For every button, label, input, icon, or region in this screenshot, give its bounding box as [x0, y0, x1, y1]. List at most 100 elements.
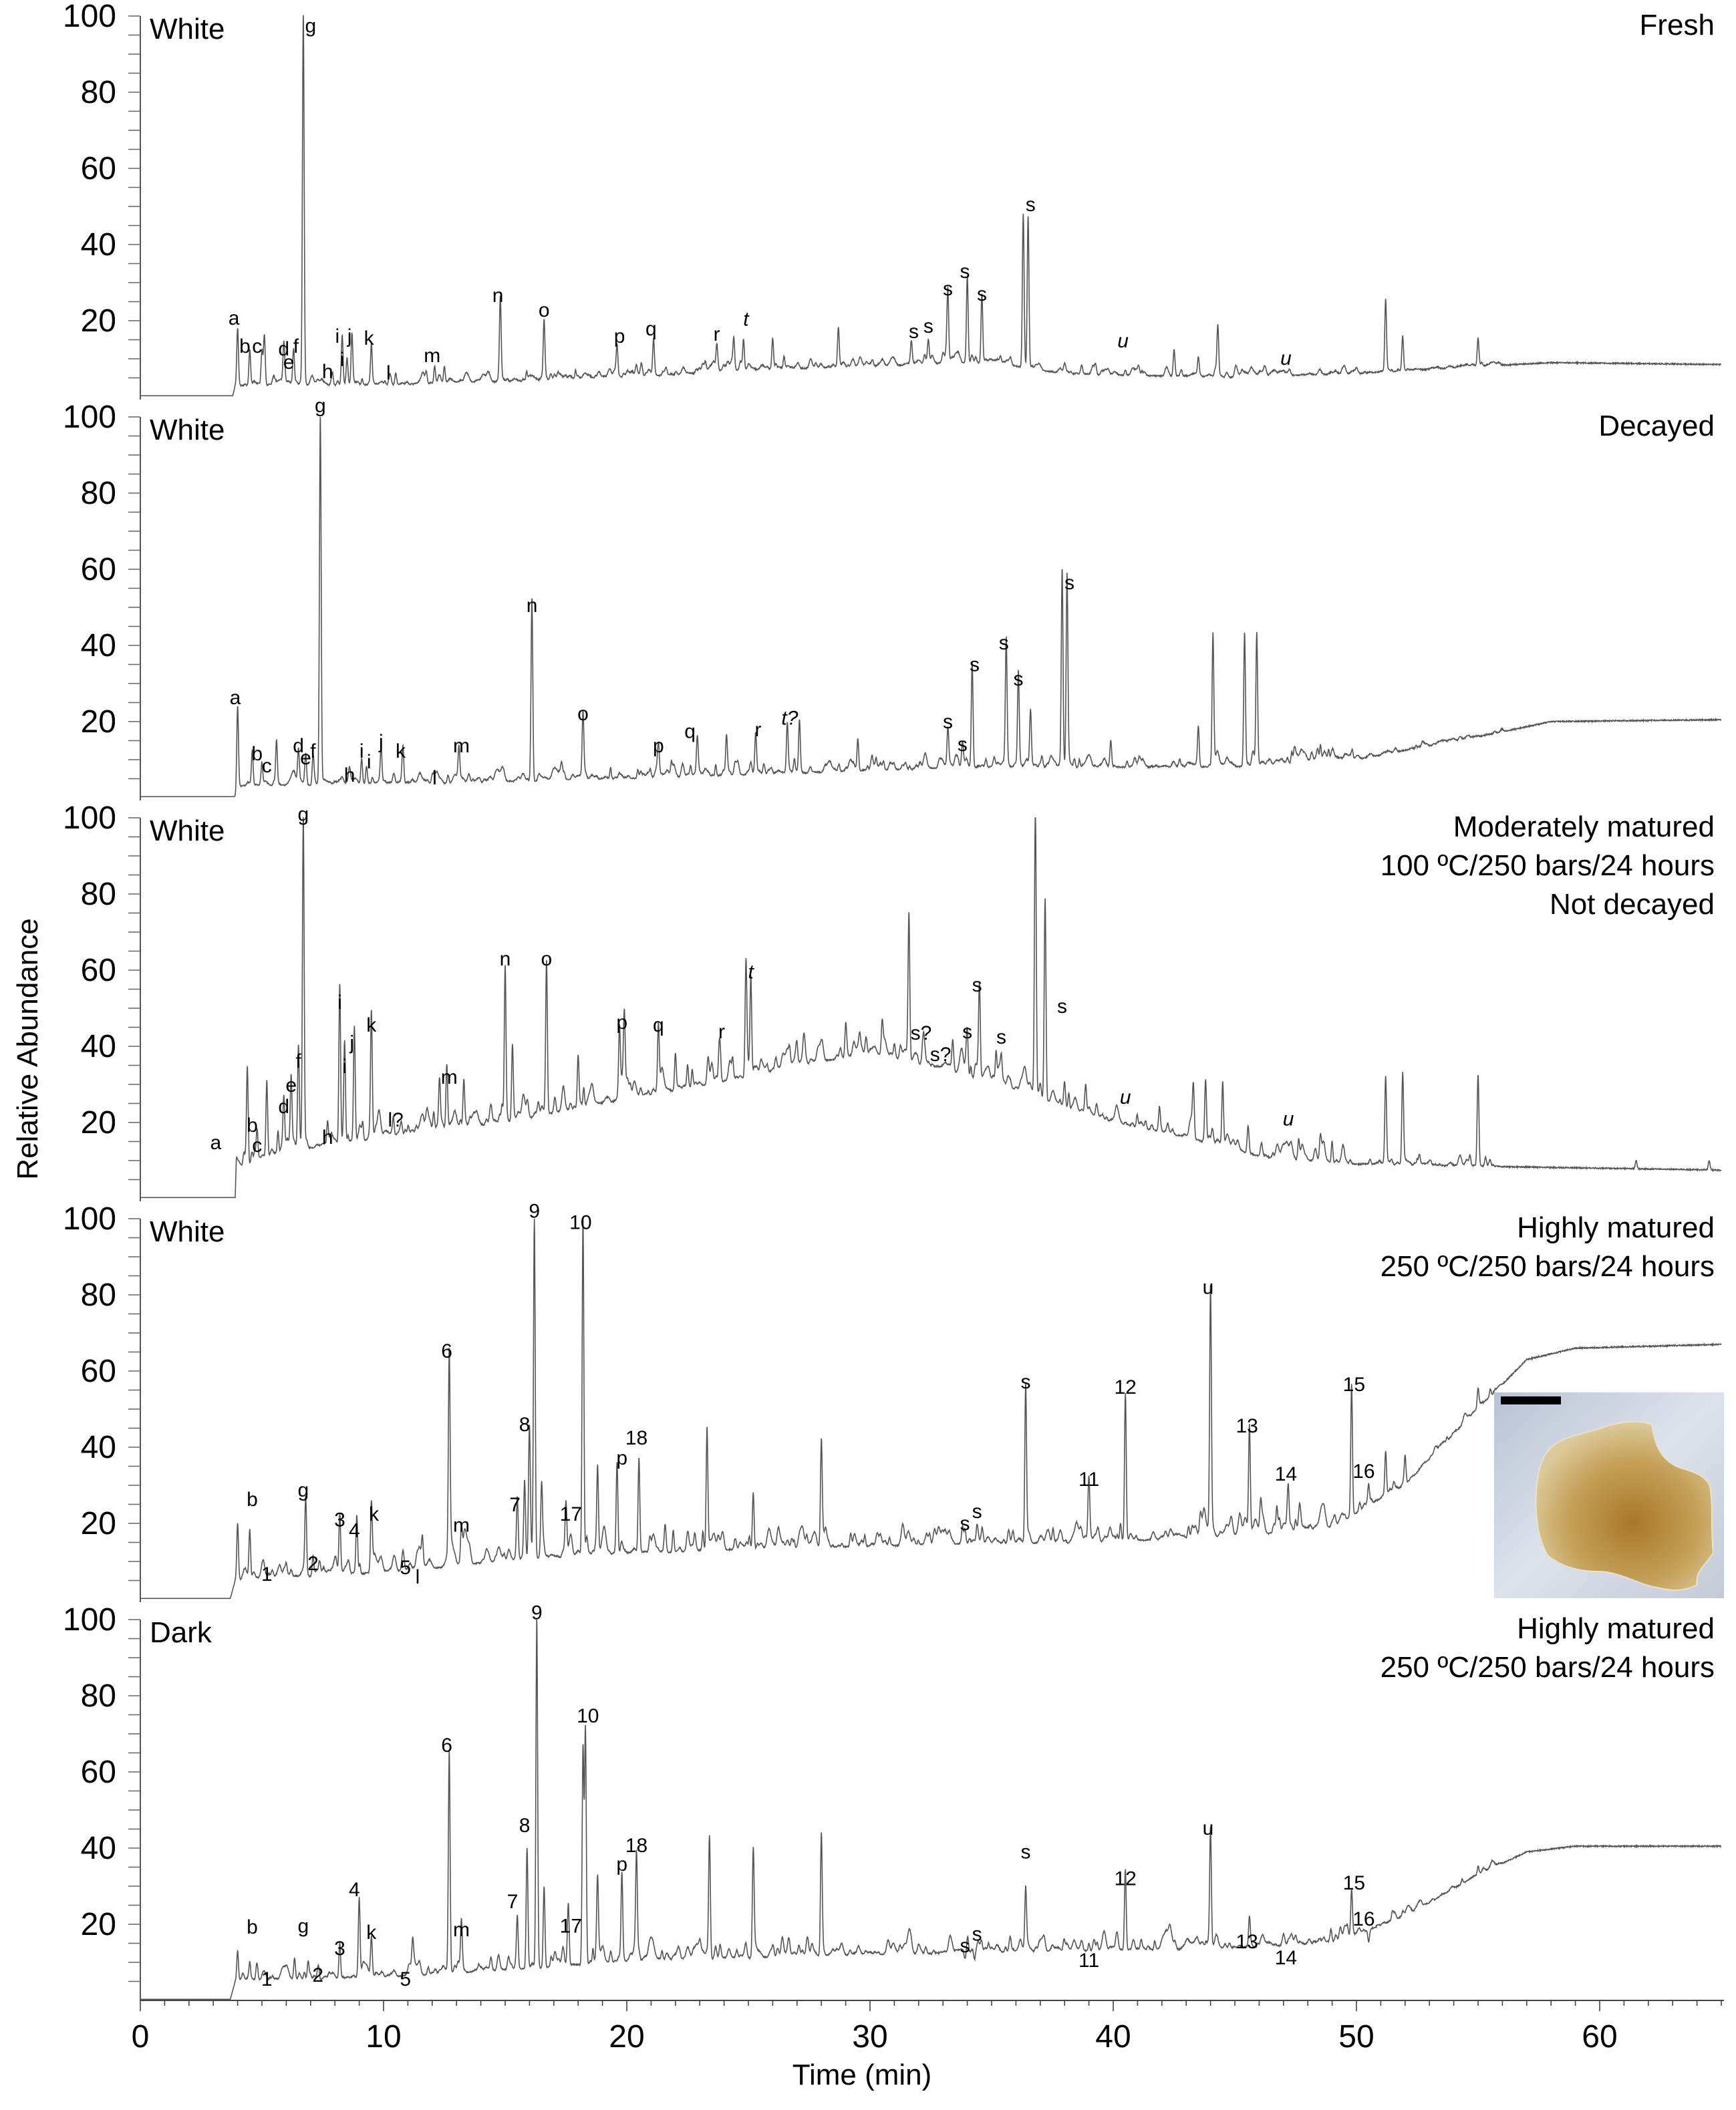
peak-label: s [1020, 1841, 1030, 1863]
axes: 2040608010020406080100204060801002040608… [63, 0, 1724, 2055]
y-tick-label: 40 [81, 1831, 116, 1866]
peak-label: m [453, 1514, 470, 1536]
y-tick-label: 20 [81, 1105, 116, 1141]
peak-label: s [958, 734, 968, 756]
peak-label: g [305, 15, 316, 37]
peak-label: s [909, 321, 919, 343]
sample-label: White [150, 13, 225, 45]
panel-5: Dark Highly matured 250 ºC/250 bars/24 hou… [140, 1602, 1722, 2000]
peak-label: k [369, 1503, 380, 1525]
peak-label: f [310, 740, 316, 762]
peak-label: s [1020, 1371, 1030, 1393]
inset-photo [1494, 1392, 1724, 1598]
peak-label: r [714, 323, 720, 345]
peak-label: 10 [577, 1705, 599, 1727]
y-tick-label: 20 [81, 704, 116, 740]
condition-label: Decayed [1598, 410, 1715, 442]
peak-label: m [453, 735, 470, 757]
y-tick-label: 80 [81, 1678, 116, 1714]
y-tick-label: 80 [81, 75, 116, 110]
peak-label: q [653, 1014, 664, 1036]
peak-label: n [492, 285, 504, 307]
y-tick-label: 100 [63, 800, 116, 836]
chromatogram-trace [140, 14, 1721, 397]
peak-label: 1 [261, 1968, 273, 1990]
peak-label: q [684, 720, 696, 742]
peak-label: 13 [1236, 1415, 1258, 1437]
peak-label: 7 [509, 1494, 521, 1516]
peak-label: m [453, 1919, 470, 1941]
peak-label: p [616, 1447, 627, 1469]
x-tick-label: 50 [1338, 2019, 1374, 2055]
peak-label: r [755, 719, 762, 741]
peak-label: s [1026, 194, 1036, 216]
y-tick-label: 80 [81, 877, 116, 912]
peak-label: 17 [560, 1503, 582, 1525]
peak-label: s [1064, 572, 1074, 594]
peak-label: s [999, 632, 1009, 654]
peak-label: u [1283, 1108, 1294, 1130]
y-tick-label: 60 [81, 1354, 116, 1389]
peak-label: 6 [441, 1735, 452, 1757]
peak-label: b [247, 1114, 258, 1137]
y-tick-label: 40 [81, 227, 116, 263]
x-tick-label: 30 [852, 2019, 887, 2055]
y-tick-label: 60 [81, 151, 116, 186]
peak-label: 4 [349, 1879, 360, 1901]
peak-label: i [342, 1056, 347, 1078]
y-tick-label: 40 [81, 1430, 116, 1465]
peak-label: n [500, 948, 511, 970]
peak-label: j [349, 1032, 354, 1054]
peak-label: 8 [519, 1414, 531, 1436]
sample-label: White [150, 1215, 225, 1248]
peak-label: l? [388, 1109, 404, 1131]
peak-label: 11 [1078, 1950, 1099, 1972]
x-axis-label: Time (min) [792, 2059, 932, 2091]
peak-label: 18 [625, 1835, 647, 1857]
y-tick-label: 80 [81, 1277, 116, 1313]
peak-label: o [541, 948, 553, 970]
peak-label: c [262, 755, 272, 777]
peak-label: k [366, 1014, 377, 1036]
y-tick-label: 100 [63, 400, 116, 435]
peak-label: k [396, 740, 406, 762]
peak-label: 7 [507, 1891, 519, 1913]
peak-label: o [577, 703, 589, 725]
peak-label: 8 [519, 1815, 531, 1837]
peak-label: s? [911, 1022, 932, 1044]
peak-label: h [344, 764, 355, 786]
peak-label: s [960, 1513, 970, 1535]
peak-label: 6 [441, 1340, 452, 1362]
peak-label: t [743, 309, 750, 331]
peak-label: s [972, 974, 982, 996]
peak-label: l [386, 362, 391, 384]
peak-label: s [977, 283, 987, 305]
panel-4: White Highly matured 250 ºC/250 bars/24 ho… [140, 1201, 1722, 1600]
chromatogram-trace [140, 416, 1722, 798]
y-tick-label: 40 [81, 1029, 116, 1064]
y-tick-label: 60 [81, 1755, 116, 1790]
condition-label: Moderately matured [1453, 810, 1715, 843]
peak-label: d [278, 1096, 289, 1118]
condition-label: Highly matured [1517, 1211, 1715, 1244]
peak-label: j [347, 325, 352, 347]
peak-label: u [1203, 1277, 1214, 1299]
peak-label: c [252, 1135, 262, 1157]
x-tick-label: 40 [1095, 2019, 1131, 2055]
peak-label: e [300, 747, 311, 769]
peak-label: m [424, 345, 440, 367]
peak-label: u [1203, 1817, 1214, 1839]
peak-label: 9 [529, 1201, 540, 1223]
peak-label: i [359, 740, 364, 762]
chromatogram-trace [140, 1619, 1722, 2000]
y-tick-label: 100 [63, 1201, 116, 1237]
condition-label: 250 ºC/250 bars/24 hours [1381, 1651, 1715, 1684]
peak-label: s [970, 654, 980, 676]
peak-label: 5 [400, 1557, 411, 1579]
peak-label: p [616, 1012, 627, 1034]
peak-label: 1 [261, 1563, 273, 1586]
sample-label: White [150, 814, 225, 847]
sample-label: White [150, 414, 225, 446]
peak-label: l [416, 1566, 420, 1588]
